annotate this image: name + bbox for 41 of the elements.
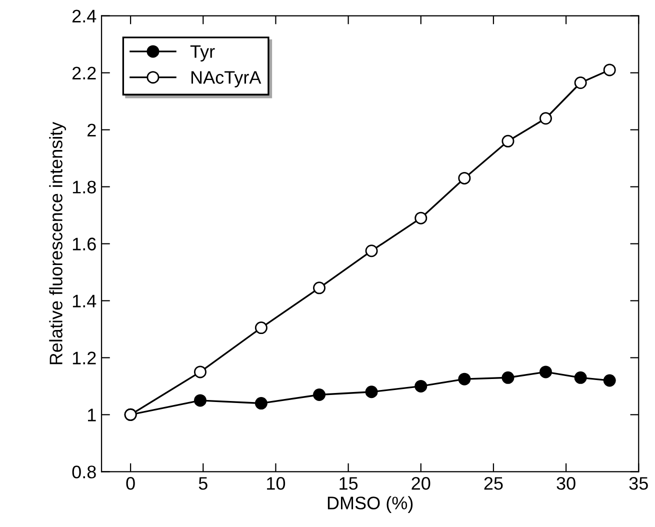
- point: [194, 394, 206, 407]
- x-tick-label: 30: [556, 477, 576, 490]
- point: [365, 244, 378, 258]
- point: [254, 397, 268, 410]
- point: [502, 134, 514, 148]
- y-tick-label: 1.6: [72, 238, 96, 250]
- point: [254, 322, 268, 334]
- point: [539, 112, 552, 125]
- y-tick-label: 1.4: [72, 294, 96, 308]
- point: [313, 282, 326, 294]
- x-tick-label: 25: [484, 477, 503, 490]
- point: [458, 372, 471, 386]
- x-tick-label: 10: [267, 477, 286, 490]
- y-tick-label: 2.2: [72, 66, 96, 80]
- x-tick-label: 5: [198, 477, 208, 490]
- point: [414, 212, 428, 224]
- point: [574, 371, 587, 384]
- point: [194, 366, 206, 378]
- point: [414, 380, 428, 392]
- point: [502, 371, 514, 384]
- point: [539, 366, 552, 378]
- point: [603, 374, 616, 387]
- x-tick-label: 20: [412, 477, 430, 490]
- point: [574, 76, 587, 90]
- x-axis-title: DMSO (%): [328, 496, 413, 513]
- legend-label: Tyr: [190, 45, 215, 62]
- y-tick-label: 2.4: [72, 10, 96, 22]
- x-tick-label: 35: [629, 477, 648, 490]
- x-tick-label: 15: [340, 477, 358, 490]
- y-tick-label: 0.8: [72, 466, 96, 478]
- y-tick-label: 1: [88, 408, 96, 422]
- legend-label: NAcTyrA: [191, 71, 262, 88]
- y-tick-label: 1.2: [72, 352, 96, 364]
- point: [458, 172, 471, 184]
- y-axis-title: Relative fluorescence intensity: [49, 122, 66, 364]
- point: [603, 64, 616, 76]
- y-tick-label: 2: [88, 124, 96, 136]
- point: [365, 386, 378, 398]
- y-tick-label: 1.8: [72, 180, 96, 194]
- x-tick-label: 0: [126, 477, 135, 490]
- point: [313, 388, 326, 401]
